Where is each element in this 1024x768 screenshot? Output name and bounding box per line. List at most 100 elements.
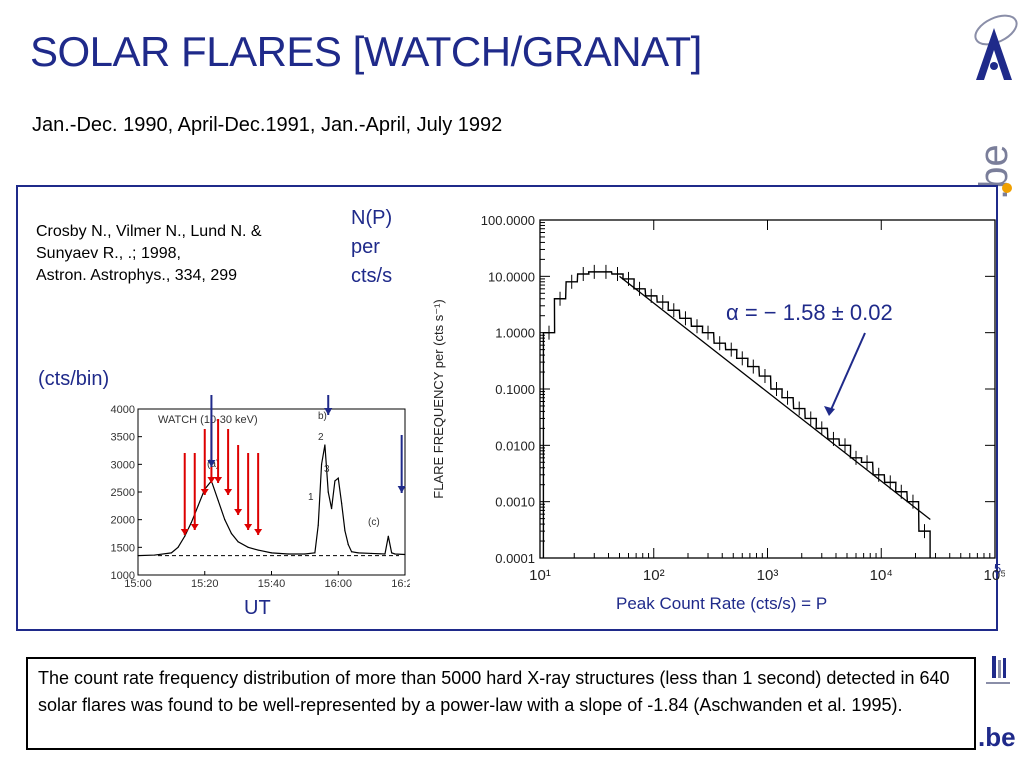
summary-box: The count rate frequency distribution of… [26,657,976,750]
y-tick-label: 3000 [111,459,135,471]
peak-annotation: (c) [368,517,380,528]
page-subtitle: Jan.-Dec. 1990, April-Dec.1991, Jan.-Apr… [32,114,503,136]
data-point [340,502,343,504]
data-point [317,524,319,526]
data-point [237,541,239,543]
data-point [337,477,339,479]
data-point [287,553,289,555]
fit-pointer-arrowhead [824,406,835,416]
red-arrowhead [207,477,216,483]
y-tick-label: 2500 [111,487,135,499]
federal-logo-icon [986,656,1010,684]
data-point [344,530,346,532]
page-number: 5 [994,561,1002,576]
data-point [324,444,326,446]
data-point [217,499,219,501]
data-point [330,508,333,510]
data-point [154,554,156,556]
data-point [347,543,349,546]
data-point [177,546,179,548]
light-curve-series [137,444,406,557]
y-tick-label: 1.0000 [495,326,535,341]
y-tick-label: 1500 [111,542,135,554]
data-point [270,552,273,554]
plot-frame [137,408,406,576]
peak-annotation: 2 [318,432,324,443]
np-line: per [351,236,380,258]
power-law-fit-line [619,275,931,521]
np-line: cts/s [351,265,393,287]
reference-citation: Crosby N., Vilmer N., Lund N. & Sunyaev … [36,221,262,287]
np-label: N(P) per cts/s [351,204,392,291]
y-tick-label: 0.0010 [495,495,535,510]
light-curve-chart: 1000 1500 2000 2500 3000 3500 4000 15:00 15:20 15… [111,395,410,590]
data-point [190,521,192,524]
red-arrowhead [224,489,233,495]
y-tick-label: 3500 [111,432,135,444]
data-point [304,553,306,555]
data-point [351,551,353,553]
data-point [247,546,249,548]
logo-dot-icon [1002,183,1012,193]
x-tick-label: 10⁴ [870,567,893,584]
summary-text: The count rate frequency distribution of… [38,668,950,715]
red-arrowhead [254,529,263,535]
page-title: SOLAR FLARES [WATCH/GRANAT] [30,28,702,75]
x-tick-label: 15:20 [191,578,219,590]
blue-arrowhead [324,408,333,415]
x-axis-label: Peak Count Rate (cts/s) = P [616,594,828,613]
y-tick-label: 10.0000 [488,269,535,284]
data-point [170,552,172,554]
y-tick-label: 0.1000 [495,382,535,397]
y-tick-label: 0.0100 [495,438,535,453]
y-tick-label: 1000 [111,570,135,582]
np-line: N(P) [351,207,393,229]
figure-panel [16,185,998,631]
data-point [404,553,406,556]
blue-arrowhead [207,460,216,467]
side-be-logo-icon: .be [978,722,1016,752]
data-point [387,535,389,537]
data-point [197,505,199,507]
data-point [184,535,186,537]
red-arrowhead [244,524,253,530]
data-point [257,549,259,551]
red-arrowhead [180,529,189,535]
x-tick-label: 16:00 [324,578,352,590]
blue-arrowhead [397,486,406,493]
logo-a-icon [974,14,1018,80]
y-tick-label: 2000 [111,515,135,527]
data-point [334,480,336,482]
x-tick-label: 15:40 [258,578,286,590]
data-point [320,463,323,465]
x-tick-label: 10² [643,567,665,584]
y-tick-label: 100.0000 [481,213,535,228]
x-tick-label: 10⁵ [984,567,1005,584]
data-point [230,532,233,535]
frequency-distribution-chart: 100.0000 10.0000 1.0000 0.1000 0.0100 0.0010 0… [431,213,1005,584]
x-tick-label: 10¹ [529,567,551,584]
reference-line: Sunyaev R., .; 1998, [36,245,181,262]
data-point [137,555,139,557]
data-point [224,519,226,521]
reference-line: Crosby N., Vilmer N., Lund N. & [36,223,262,240]
fit-pointer-arrow [829,332,866,413]
red-arrowhead [234,509,243,515]
red-arrowhead [200,489,209,495]
data-point [384,553,386,555]
ut-label: UT [244,597,271,619]
alpha-fit-label: α = − 1.58 ± 0.02 [726,300,893,325]
red-arrowhead [214,477,223,483]
red-arrowhead [190,524,199,530]
x-tick-label: 16:20 [391,578,410,590]
data-point [327,491,329,493]
data-point [357,552,359,554]
data-point [394,553,396,555]
peak-annotation: 3 [324,464,330,475]
cts-bin-label: (cts/bin) [38,368,110,390]
plot-frame [539,219,996,559]
peak-annotation: b) [318,411,327,422]
inner-chart-label: WATCH (10-30 keV) [158,414,258,426]
x-tick-label: 15:00 [124,578,152,590]
peak-annotation: (a) [207,459,219,470]
